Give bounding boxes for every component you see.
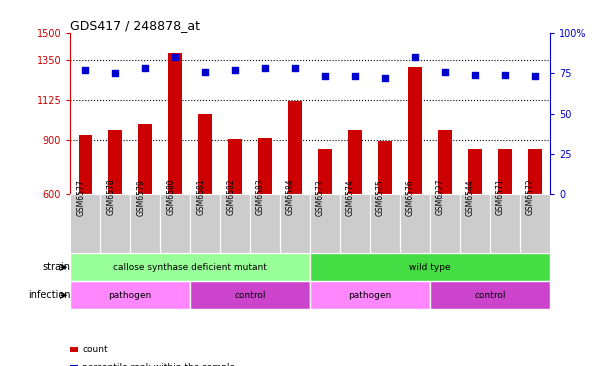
Point: [500, 72, 510, 78]
Bar: [139, 124, 152, 194]
Point: [410, 54, 420, 60]
Bar: [408, 67, 422, 194]
Text: GSM6576: GSM6576: [406, 179, 415, 216]
Text: GSM6583: GSM6583: [256, 179, 265, 216]
Text: GSM6571: GSM6571: [496, 179, 505, 216]
Point: [200, 69, 210, 75]
Bar: [318, 149, 332, 194]
Point: [141, 66, 150, 71]
Bar: [348, 130, 362, 194]
Point: [470, 72, 480, 78]
Bar: [340, 194, 370, 253]
Text: strain: strain: [42, 262, 70, 272]
Bar: [258, 138, 272, 194]
Bar: [460, 194, 490, 253]
Bar: [229, 139, 242, 194]
Bar: [100, 194, 130, 253]
Text: wild type: wild type: [409, 263, 451, 272]
Bar: [70, 253, 310, 281]
Text: control: control: [235, 291, 266, 300]
Bar: [220, 194, 250, 253]
Bar: [490, 194, 520, 253]
Point: [260, 66, 270, 71]
Text: control: control: [474, 291, 506, 300]
Bar: [310, 281, 430, 309]
Point: [350, 74, 360, 79]
Bar: [438, 130, 452, 194]
Text: callose synthase deficient mutant: callose synthase deficient mutant: [113, 263, 267, 272]
Bar: [310, 194, 340, 253]
Bar: [190, 281, 310, 309]
Text: GSM6582: GSM6582: [226, 179, 235, 216]
Bar: [430, 281, 550, 309]
Text: GSM6578: GSM6578: [106, 179, 115, 216]
Bar: [528, 149, 542, 194]
Point: [290, 66, 300, 71]
Bar: [280, 194, 310, 253]
Point: [111, 70, 120, 76]
Text: GSM6580: GSM6580: [166, 179, 175, 216]
Bar: [378, 141, 392, 194]
Text: GSM6579: GSM6579: [136, 179, 145, 216]
Bar: [70, 194, 100, 253]
Text: GSM6584: GSM6584: [286, 179, 295, 216]
Point: [380, 75, 390, 81]
Text: GSM6544: GSM6544: [466, 179, 475, 216]
Point: [530, 74, 540, 79]
Bar: [370, 194, 400, 253]
Text: GSM6227: GSM6227: [436, 179, 445, 216]
Point: [440, 69, 450, 75]
Point: [81, 67, 90, 73]
Bar: [169, 53, 182, 194]
Bar: [160, 194, 190, 253]
Bar: [70, 281, 190, 309]
Text: GSM6573: GSM6573: [316, 179, 325, 216]
Text: GSM6572: GSM6572: [526, 179, 535, 216]
Bar: [199, 113, 212, 194]
Bar: [78, 135, 92, 194]
Text: GSM6577: GSM6577: [76, 179, 86, 216]
Point: [230, 67, 240, 73]
Text: infection: infection: [27, 290, 70, 300]
Bar: [310, 253, 550, 281]
Bar: [430, 194, 460, 253]
Text: GDS417 / 248878_at: GDS417 / 248878_at: [70, 19, 200, 32]
Text: GSM6574: GSM6574: [346, 179, 355, 216]
Point: [170, 54, 180, 60]
Bar: [288, 101, 302, 194]
Point: [320, 74, 330, 79]
Bar: [400, 194, 430, 253]
Text: GSM6581: GSM6581: [196, 179, 205, 216]
Bar: [468, 149, 481, 194]
Text: percentile rank within the sample: percentile rank within the sample: [82, 363, 236, 366]
Bar: [190, 194, 220, 253]
Text: pathogen: pathogen: [109, 291, 152, 300]
Text: GSM6575: GSM6575: [376, 179, 385, 216]
Bar: [520, 194, 550, 253]
Bar: [130, 194, 160, 253]
Bar: [109, 130, 122, 194]
Text: count: count: [82, 345, 108, 354]
Bar: [498, 149, 511, 194]
Bar: [250, 194, 280, 253]
Text: pathogen: pathogen: [348, 291, 392, 300]
